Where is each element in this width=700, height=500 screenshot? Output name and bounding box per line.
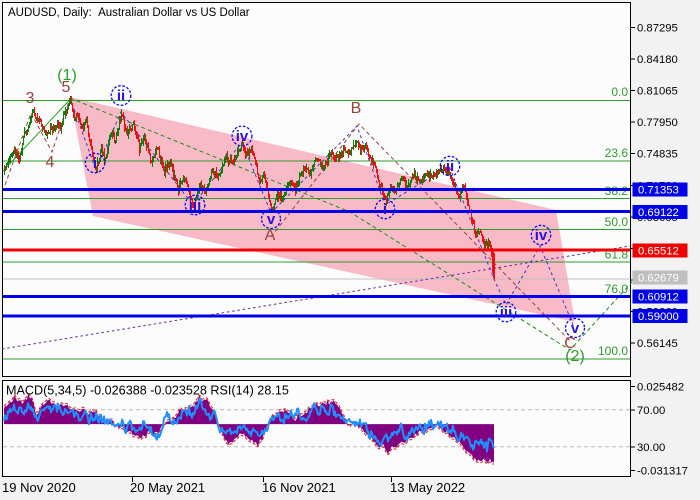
svg-text:70.00: 70.00: [637, 405, 665, 417]
svg-text:0.71353: 0.71353: [638, 184, 679, 196]
svg-text:23.6: 23.6: [605, 146, 629, 160]
svg-text:0.59000: 0.59000: [638, 311, 679, 323]
svg-text:0.56145: 0.56145: [637, 338, 678, 350]
svg-text:0.81065: 0.81065: [637, 86, 678, 98]
svg-text:v: v: [267, 211, 276, 228]
svg-text:v: v: [571, 320, 580, 337]
svg-text:100.0: 100.0: [598, 344, 628, 358]
svg-text:16 Nov 2021: 16 Nov 2021: [262, 480, 336, 495]
svg-text:A: A: [265, 227, 276, 244]
svg-text:13 May 2022: 13 May 2022: [390, 480, 465, 495]
svg-text:4: 4: [46, 154, 55, 171]
svg-text:B: B: [351, 100, 362, 117]
svg-text:0.84180: 0.84180: [637, 54, 678, 66]
svg-text:AUDUSD, Daily: Australian Dol: AUDUSD, Daily: Australian Dollar vs US D…: [8, 7, 250, 19]
svg-text:i: i: [93, 155, 97, 172]
svg-text:ii: ii: [117, 88, 125, 105]
svg-text:C: C: [564, 335, 576, 352]
svg-text:76.0: 76.0: [605, 282, 629, 296]
svg-text:iv: iv: [236, 128, 249, 145]
svg-text:5: 5: [62, 79, 71, 96]
svg-text:0.025482: 0.025482: [637, 382, 684, 394]
svg-text:(1): (1): [57, 67, 77, 84]
svg-text:i: i: [383, 201, 387, 218]
svg-text:30.00: 30.00: [637, 442, 665, 454]
svg-text:19 Nov 2020: 19 Nov 2020: [2, 480, 76, 495]
svg-text:iii: iii: [189, 197, 202, 214]
svg-text:0.74835: 0.74835: [637, 149, 678, 161]
svg-text:iv: iv: [535, 227, 548, 244]
svg-text:0.69122: 0.69122: [638, 207, 679, 219]
svg-text:0.65512: 0.65512: [638, 246, 679, 258]
svg-text:0.62679: 0.62679: [638, 272, 679, 284]
svg-text:20 May 2021: 20 May 2021: [130, 480, 205, 495]
svg-text:MACD(5,34,5) -0.026388 -0.0235: MACD(5,34,5) -0.026388 -0.023528 RSI(14)…: [6, 384, 289, 398]
svg-text:0.87295: 0.87295: [637, 23, 678, 35]
svg-text:0.0: 0.0: [611, 85, 628, 99]
svg-text:-0.031317: -0.031317: [637, 466, 688, 478]
svg-text:3: 3: [26, 90, 35, 107]
svg-text:(2): (2): [565, 348, 585, 365]
svg-text:ii: ii: [446, 158, 454, 175]
svg-text:50.0: 50.0: [605, 215, 629, 229]
svg-text:0.77950: 0.77950: [637, 117, 678, 129]
svg-text:0.60912: 0.60912: [638, 291, 679, 303]
svg-text:iii: iii: [500, 304, 513, 321]
